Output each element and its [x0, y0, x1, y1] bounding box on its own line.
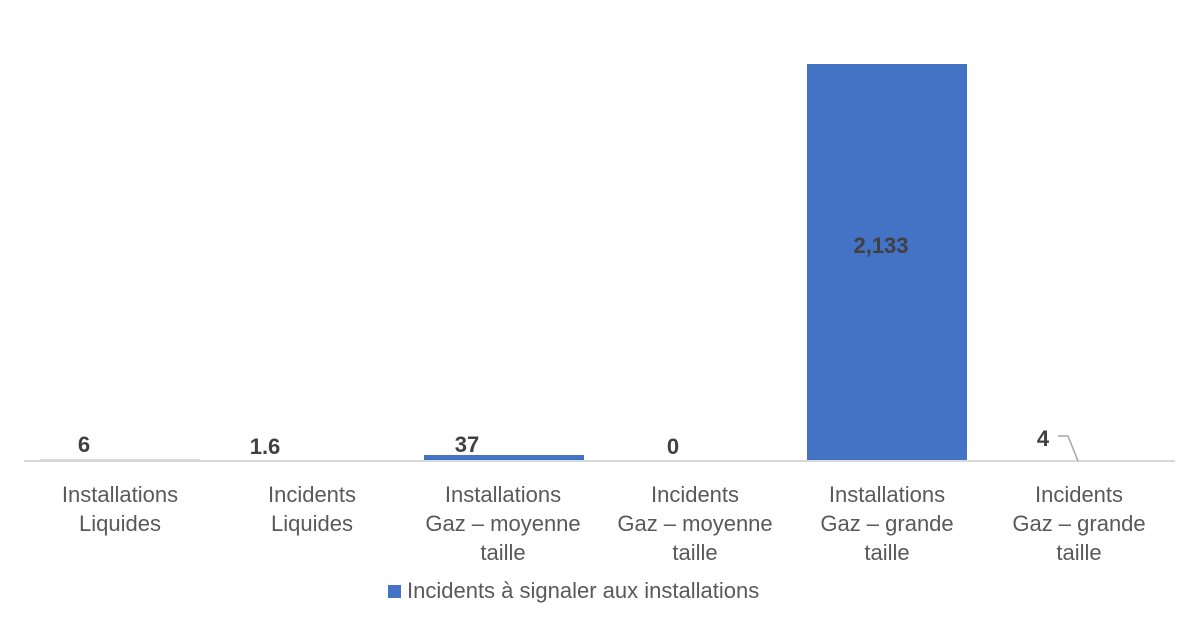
category-label: Incidents Liquides	[267, 482, 357, 536]
data-label: 2,133	[853, 233, 909, 258]
category-label: Installations Gaz – moyenne taille	[425, 482, 581, 565]
legend-label: Incidents à signaler aux installations	[407, 578, 760, 603]
data-label: 37	[454, 432, 480, 457]
category-label: Incidents Gaz – moyenne taille	[617, 482, 773, 565]
bar-installations-gaz-moyenne	[424, 455, 584, 461]
bar-installations-gaz-grande	[807, 64, 967, 461]
legend-swatch-icon	[388, 584, 401, 598]
x-axis-line	[24, 460, 1175, 462]
category-label: Incidents Gaz – grande taille	[1012, 482, 1146, 565]
legend: Incidents à signaler aux installations	[388, 578, 759, 604]
data-label: 4	[1036, 426, 1050, 451]
data-label: 6	[77, 432, 91, 457]
data-label: 0	[666, 434, 680, 459]
data-label: 1.6	[249, 434, 281, 459]
category-label: Installations Liquides	[61, 482, 179, 536]
category-label: Installations Gaz – grande taille	[820, 482, 954, 565]
leader-line	[1058, 435, 1079, 462]
